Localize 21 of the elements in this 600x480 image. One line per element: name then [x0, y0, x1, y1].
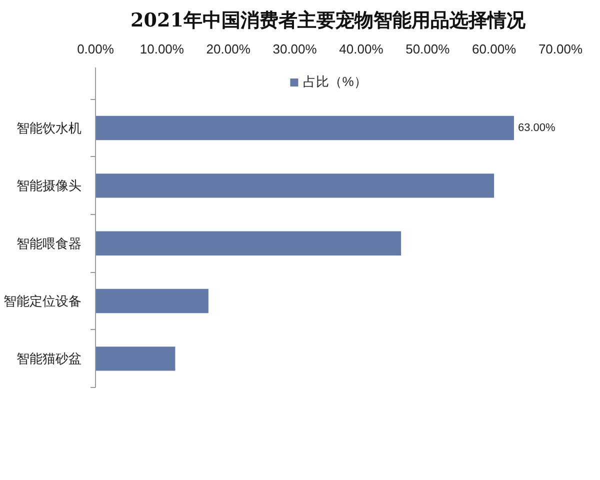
bar: [96, 174, 494, 198]
x-tick-label: 40.00%: [339, 42, 384, 56]
x-tick-label: 20.00%: [206, 42, 251, 56]
x-tick-label: 50.00%: [406, 42, 450, 56]
bar: [96, 288, 208, 314]
bar: [96, 116, 514, 140]
x-tick-label: 10.00%: [140, 42, 184, 56]
y-tick-label: 智能摄像头: [16, 178, 82, 194]
chart-title: 2021年中国消费者主要宠物智能用品选择情况: [130, 10, 526, 32]
x-tick-label: 30.00%: [272, 42, 318, 56]
data-label: 63.00%: [518, 122, 556, 134]
y-tick-label: 智能猫砂盆: [16, 351, 82, 366]
legend-label: 占比（%）: [303, 73, 367, 91]
bar: [96, 346, 176, 371]
bar: [96, 231, 402, 256]
x-tick-label: 0.00%: [77, 42, 114, 56]
y-tick-label: 智能定位设备: [4, 294, 82, 309]
x-tick-label: 60.00%: [472, 42, 517, 56]
y-tick-label: 智能饮水机: [16, 120, 82, 136]
y-tick-label: 智能喂食器: [16, 236, 82, 251]
x-tick-label: 70.00%: [538, 42, 583, 56]
